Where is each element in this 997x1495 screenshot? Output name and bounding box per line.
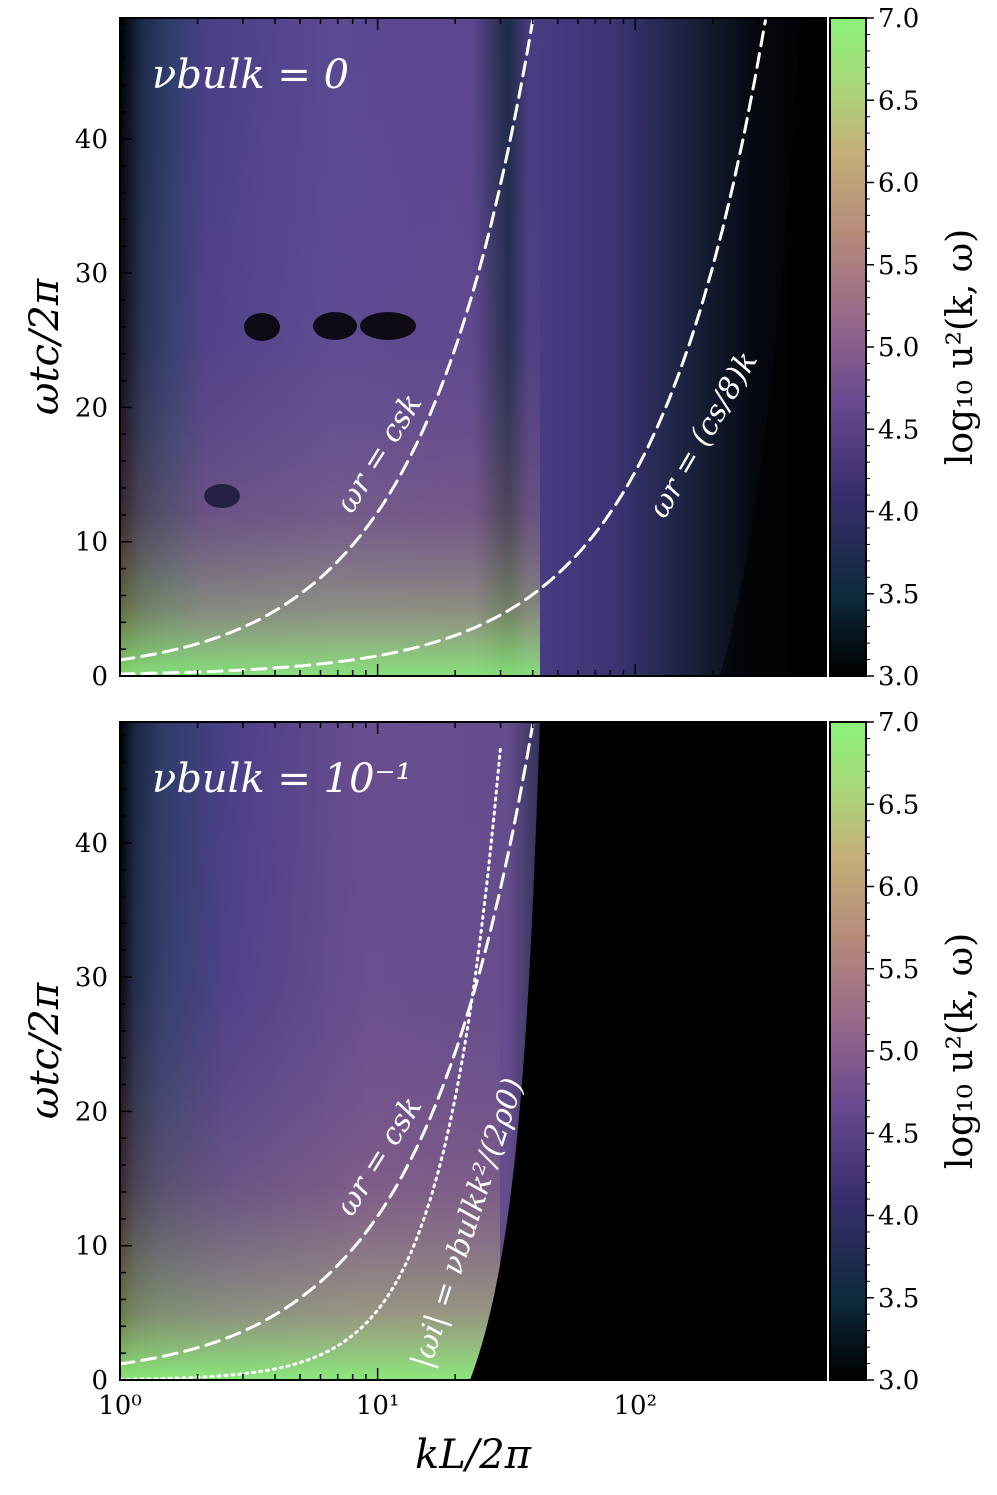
y-tick-label: 30 xyxy=(75,963,108,993)
colorbar-tick-label: 5.0 xyxy=(878,333,919,363)
colorbar-tick-label: 6.5 xyxy=(878,86,919,116)
dark-blob xyxy=(204,484,240,508)
y-axis-title: ωtc/2π xyxy=(22,278,68,415)
colorbar-tick-label: 5.5 xyxy=(878,955,919,985)
colorbar-tick-label: 6.0 xyxy=(878,169,919,199)
y-tick-label: 10 xyxy=(75,1232,108,1262)
x-axis-title: kL/2π xyxy=(415,1432,532,1478)
curve-dashed xyxy=(120,723,535,1366)
colorbar-label: log₁₀ u²(k, ω) xyxy=(940,229,981,465)
x-tick-label: 10¹ xyxy=(356,1391,400,1421)
panel-title: νbulk = 0 xyxy=(152,52,349,98)
colorbar-label: log₁₀ u²(k, ω) xyxy=(940,933,981,1169)
y-tick-label: 40 xyxy=(75,829,108,859)
plot-frame xyxy=(119,721,827,1381)
colorbar-tick-label: 5.5 xyxy=(878,251,919,281)
plot-frame xyxy=(119,17,827,677)
colorbar-tick-label: 4.0 xyxy=(878,498,919,528)
y-tick-label: 40 xyxy=(75,125,108,155)
heatmap-dark-region xyxy=(540,18,826,676)
curve-dashed xyxy=(120,19,535,662)
curve-dashed xyxy=(120,19,767,676)
heatmap-intensity xyxy=(120,18,540,676)
colorbar-tick-label: 6.0 xyxy=(878,873,919,903)
heatmap-intensity xyxy=(120,722,500,1380)
colorbar-tick-label: 3.0 xyxy=(878,662,919,692)
dark-blob xyxy=(313,312,357,340)
colorbar-tick-label: 3.5 xyxy=(878,580,919,610)
colorbar-tick-label: 3.5 xyxy=(878,1284,919,1314)
dark-blob xyxy=(360,312,416,340)
colorbar-tick-label: 4.5 xyxy=(878,415,919,445)
y-tick-label: 30 xyxy=(75,259,108,289)
y-tick-label: 0 xyxy=(91,662,108,692)
colorbar-tick-label: 5.0 xyxy=(878,1037,919,1067)
x-tick-label: 10⁰ xyxy=(98,1391,142,1421)
dark-blob xyxy=(244,313,280,341)
y-tick-label: 10 xyxy=(75,528,108,558)
y-axis-title: ωtc/2π xyxy=(22,982,68,1119)
colorbar-tick-label: 6.5 xyxy=(878,790,919,820)
panel-title: νbulk = 10⁻¹ xyxy=(152,756,412,802)
y-tick-label: 0 xyxy=(91,1366,108,1396)
curve-dotted xyxy=(120,744,503,1380)
x-tick-label: 10² xyxy=(614,1391,658,1421)
colorbar xyxy=(829,17,867,677)
colorbar-tick-label: 4.5 xyxy=(878,1119,919,1149)
colorbar-tick-label: 4.0 xyxy=(878,1202,919,1232)
heatmap-dark-region xyxy=(470,722,826,1380)
colorbar-tick-label: 3.0 xyxy=(878,1366,919,1396)
y-tick-label: 20 xyxy=(75,1097,108,1127)
colorbar-tick-label: 7.0 xyxy=(878,708,919,738)
colorbar xyxy=(829,721,867,1381)
y-tick-label: 20 xyxy=(75,393,108,423)
colorbar-tick-label: 7.0 xyxy=(878,4,919,34)
